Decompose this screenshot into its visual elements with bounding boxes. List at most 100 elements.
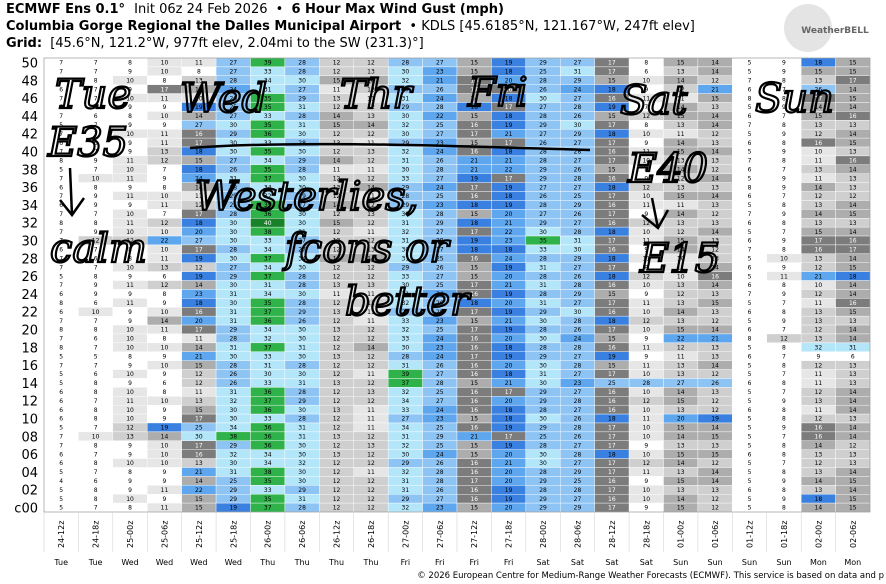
cell: 17 <box>594 155 630 166</box>
cell: 10 <box>147 244 182 255</box>
cell-value: 8 <box>748 336 752 343</box>
cell-value: 18 <box>470 202 478 209</box>
cell-value: 29 <box>539 166 547 173</box>
cell: 12 <box>319 57 354 68</box>
cell-value: 7 <box>94 505 98 512</box>
cell: 27 <box>560 387 595 397</box>
cell-value: 8 <box>782 282 786 289</box>
cell-value: 39 <box>264 60 272 67</box>
cell-value: 13 <box>711 345 719 352</box>
cell: 28 <box>560 315 595 326</box>
cell: 9 <box>147 351 182 361</box>
cell-value: 12 <box>333 69 341 76</box>
cell-value: 13 <box>815 220 823 227</box>
cell: 4 <box>43 476 79 486</box>
cell-value: 18 <box>505 95 513 102</box>
cell-value: 13 <box>333 407 341 414</box>
cell-value: 9 <box>782 425 786 432</box>
cell-value: 31 <box>402 238 410 245</box>
cell-value: 11 <box>367 309 375 316</box>
cell-value: 27 <box>402 416 410 423</box>
cell: 9 <box>112 485 148 495</box>
cell: 12 <box>319 387 354 397</box>
cell-value: 12 <box>333 318 341 325</box>
cell-value: 28 <box>539 149 547 156</box>
cell-value: 31 <box>539 264 547 271</box>
cell-value: 12 <box>195 371 203 378</box>
cell: 5 <box>732 387 767 397</box>
cell-value: 15 <box>849 505 857 512</box>
cell-value: 11 <box>367 425 375 432</box>
cell-value: 13 <box>815 336 823 343</box>
cell: 28 <box>284 387 320 397</box>
cell-value: 20 <box>505 211 513 218</box>
cell-value: 14 <box>677 434 685 441</box>
cell-value: 17 <box>608 442 616 449</box>
cell: 13 <box>800 315 836 326</box>
cell: 7 <box>766 298 802 308</box>
cell: 14 <box>663 307 699 317</box>
cell-value: 9 <box>782 211 786 218</box>
cell-value: 11 <box>367 469 375 476</box>
cell-value: 15 <box>711 434 719 441</box>
cell-value: 17 <box>849 77 857 84</box>
cell-value: 13 <box>677 158 685 165</box>
cell-value: 12 <box>367 478 375 485</box>
cell: 23 <box>422 66 458 77</box>
cell-value: 6 <box>59 140 63 147</box>
cell: 30 <box>525 378 561 388</box>
cell: 13 <box>800 396 836 406</box>
cell: 30 <box>284 129 320 139</box>
cell: 30 <box>284 476 320 486</box>
cell: 34 <box>250 244 286 255</box>
cell-value: 37 <box>264 309 272 316</box>
cell: 31 <box>215 387 251 397</box>
cell-value: 10 <box>161 442 169 449</box>
cell: 7 <box>766 324 802 335</box>
cell: 12 <box>353 502 389 513</box>
cell-value: 18 <box>470 104 478 111</box>
cell: 11 <box>800 378 836 388</box>
cell-value: 9 <box>644 336 648 343</box>
cell-value: 15 <box>195 505 203 512</box>
cell-value: 5 <box>748 478 752 485</box>
cell: 8 <box>766 485 802 495</box>
cell-value: 36 <box>264 131 272 138</box>
cell: 17 <box>594 422 630 433</box>
cell-value: 13 <box>367 211 375 218</box>
cell: 26 <box>422 485 458 495</box>
cell-value: 11 <box>642 469 650 476</box>
cell: 34 <box>250 324 286 335</box>
init: Init 06z 24 Feb 2026 <box>134 2 267 17</box>
cell: 28 <box>284 66 320 77</box>
cell-value: 11 <box>161 95 169 102</box>
cell: 24 <box>422 449 458 459</box>
x-tick-label: 01-00z <box>677 521 686 548</box>
cell-value: 14 <box>677 247 685 254</box>
cell-value: 27 <box>402 86 410 93</box>
cell: 35 <box>250 164 286 174</box>
cell-value: 6 <box>748 487 752 494</box>
cell: 8 <box>732 182 767 192</box>
cell-value: 7 <box>94 149 98 156</box>
cell: 27 <box>560 218 595 228</box>
cell-value: 27 <box>574 442 582 449</box>
cell-value: 16 <box>470 193 478 200</box>
cell-value: 35 <box>264 122 272 129</box>
y-tick-label: 12 <box>21 395 38 410</box>
cell-value: 22 <box>161 238 169 245</box>
cell-value: 13 <box>711 220 719 227</box>
cell-value: 7 <box>94 211 98 218</box>
cell: 32 <box>387 502 423 513</box>
cell: 27 <box>560 57 595 68</box>
cell: 29 <box>215 485 251 495</box>
cell-value: 9 <box>128 380 132 387</box>
cell-value: 12 <box>333 371 341 378</box>
cell-value: 30 <box>264 371 272 378</box>
cell: 16 <box>594 280 630 290</box>
cell-value: 14 <box>849 131 857 138</box>
cell: 31 <box>835 342 871 352</box>
cell-value: 5 <box>748 434 752 441</box>
cell-value: 11 <box>195 336 203 343</box>
cell-value: 8 <box>782 202 786 209</box>
